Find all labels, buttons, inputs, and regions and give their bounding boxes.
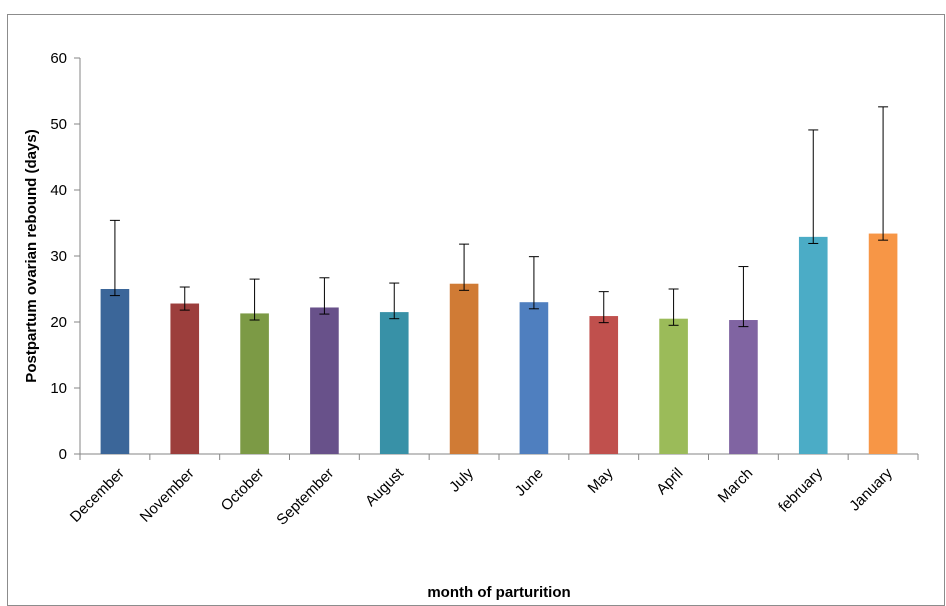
y-tick-label: 50: [50, 116, 67, 133]
bar: [659, 318, 688, 454]
x-tick-label: November: [137, 465, 198, 526]
x-tick-label: August: [362, 464, 408, 510]
bar: [100, 289, 130, 454]
bars: [100, 233, 898, 454]
y-tick-label: 60: [50, 50, 67, 67]
bar: [449, 283, 479, 454]
x-tick-label: April: [653, 465, 686, 498]
error-bars: [109, 106, 889, 328]
bar: [798, 236, 828, 454]
x-axis-title: month of parturition: [427, 584, 570, 601]
x-tick-label: May: [585, 464, 617, 496]
y-tick-label: 40: [50, 182, 67, 199]
y-axis-title: Postpartum ovarian rebound (days): [23, 129, 40, 382]
bar: [170, 303, 200, 454]
bar: [589, 316, 619, 454]
y-axis: 0 10 20 30 40 50 60: [50, 50, 81, 463]
y-tick-label: 30: [50, 248, 67, 265]
x-tick-label: October: [218, 465, 268, 515]
x-tick-label: December: [67, 465, 128, 526]
bar: [729, 320, 758, 454]
bar: [240, 313, 269, 454]
x-tick-label: June: [512, 465, 547, 500]
bar: [868, 233, 898, 454]
bar: [519, 302, 549, 454]
bar: [379, 312, 409, 454]
y-tick-label: 20: [50, 314, 67, 331]
x-tick-label: february: [775, 464, 826, 515]
y-tick-label: 10: [50, 380, 67, 397]
x-axis: [79, 453, 919, 460]
x-tick-label: January: [846, 464, 896, 514]
bar: [310, 307, 339, 454]
y-tick-label: 0: [59, 446, 67, 463]
x-tick-labels: December November October September August Ju…: [67, 464, 896, 528]
x-tick-label: July: [446, 464, 477, 495]
x-tick-label: September: [273, 465, 337, 529]
x-tick-label: March: [715, 465, 756, 506]
